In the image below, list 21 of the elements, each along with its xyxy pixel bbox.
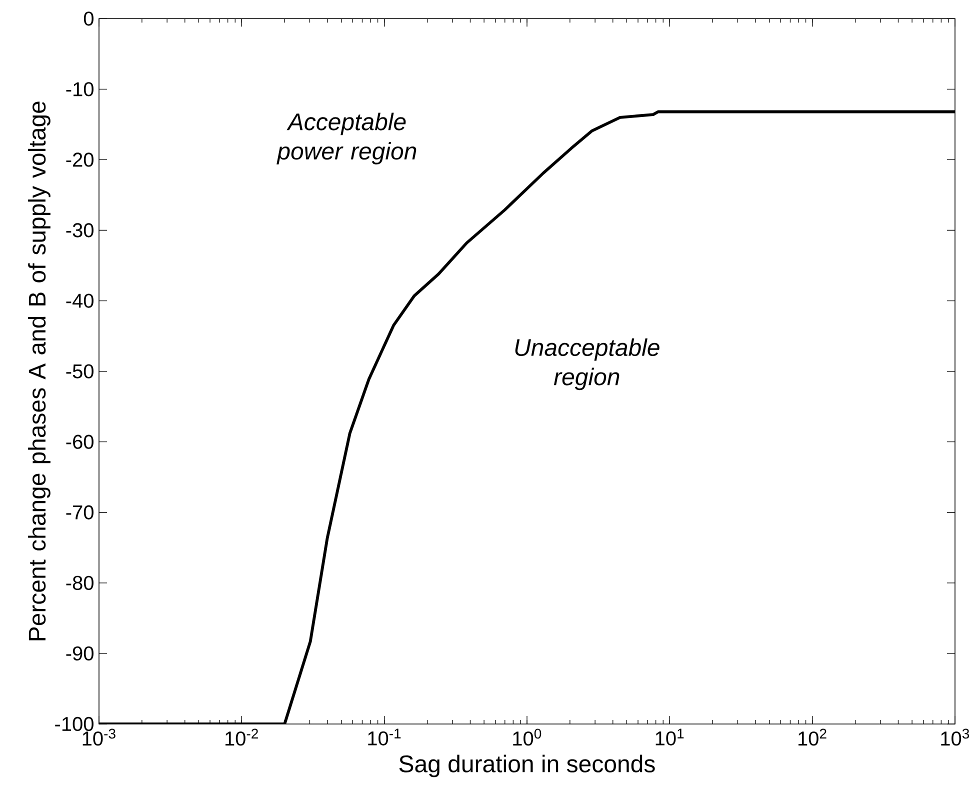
x-tick-label: 10$^{0}$ [513,728,542,746]
x-tick-label: 10$^{-1}$ [368,728,401,746]
y-tick-label: -30 [66,223,94,238]
y-tick-label: -10 [66,82,94,96]
y-tick-label: -60 [66,434,94,449]
y-tick-label: -70 [66,505,94,520]
x-tick-label: 10$^{1}$ [656,728,684,746]
x-axis-title: Sag duration in seconds [399,754,655,778]
x-tick-label: 10$^{2}$ [798,728,826,746]
y-tick-label: -40 [66,294,94,308]
annotation: Acceptable power region [276,112,416,164]
x-tick-label: 10$^{-2}$ [226,728,258,746]
y-axis-title: Percent change phases A and B of supply voltage [28,102,50,640]
y-tick-label: -50 [66,364,94,378]
y-tick-label: -90 [66,646,94,661]
annotation: Unacceptable region [515,338,660,390]
y-tick-label: -100 [55,716,94,732]
y-tick-label: 0 [84,12,94,26]
y-tick-label: -80 [66,576,94,590]
x-tick-label: 10$^{3}$ [941,728,970,746]
y-tick-label: -20 [66,152,94,167]
